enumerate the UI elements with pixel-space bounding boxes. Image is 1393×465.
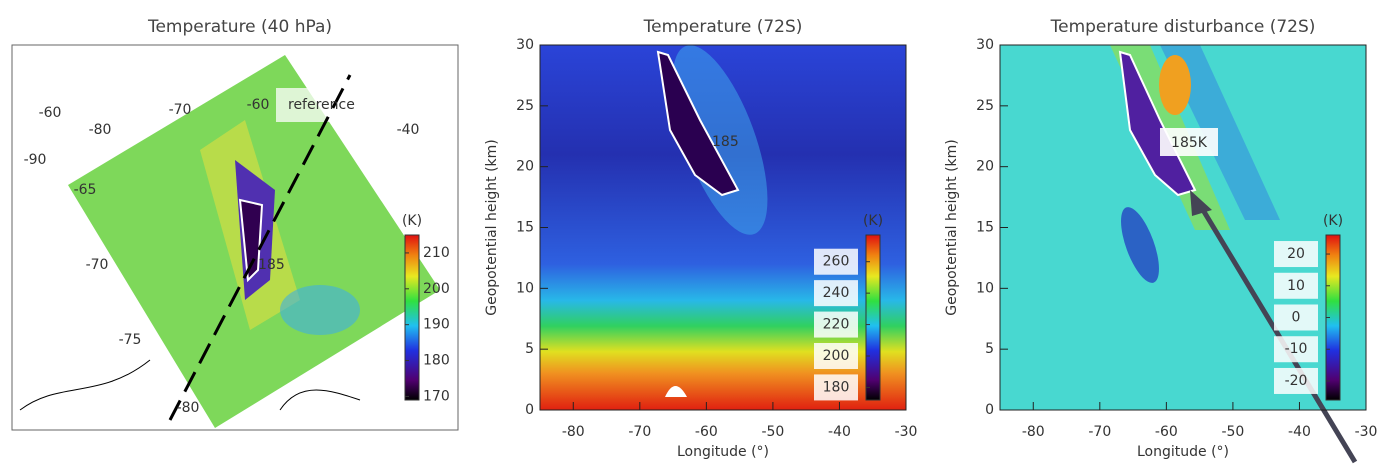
y-tick-label: 15 xyxy=(976,220,994,236)
label-box xyxy=(1274,304,1318,331)
colorbar-tick-label: 260 xyxy=(823,254,850,270)
label-box xyxy=(814,311,858,338)
latitude-label: -80 xyxy=(177,400,200,416)
x-axis-label: Longitude (°) xyxy=(677,444,769,460)
x-tick-label: -60 xyxy=(1155,424,1178,440)
colorbar-tick-label: 200 xyxy=(823,348,850,364)
coastline xyxy=(19,359,361,411)
longitude-label: -80 xyxy=(89,122,112,138)
y-tick-label: 5 xyxy=(525,341,534,357)
y-tick-label: 25 xyxy=(976,98,994,114)
field-streak xyxy=(672,45,768,235)
x-tick-label: -50 xyxy=(761,424,784,440)
colorbar-tick-label: 220 xyxy=(823,317,850,333)
x-tick-label: -30 xyxy=(895,424,918,440)
colorbar-tick-label: 170 xyxy=(423,388,450,404)
chart-title: Temperature disturbance (72S) xyxy=(1050,17,1316,37)
label-box xyxy=(1274,367,1318,394)
x-axis-label: Longitude (°) xyxy=(1137,444,1229,460)
y-axis-label: Geopotential height (km) xyxy=(944,139,960,316)
cold-contour xyxy=(1118,50,1197,197)
y-tick-label: 30 xyxy=(516,37,534,53)
colorbar-label: (K) xyxy=(1323,213,1343,229)
latitude-label: -75 xyxy=(119,332,142,348)
longitude-label: -40 xyxy=(397,122,420,138)
chart-title: Temperature (72S) xyxy=(643,17,803,37)
y-tick-label: 0 xyxy=(525,402,534,418)
contour-label: 185 xyxy=(712,134,739,150)
arrow xyxy=(1197,203,1358,464)
map-blob xyxy=(280,285,360,335)
colorbar-label: (K) xyxy=(863,213,883,229)
longitude-label: -70 xyxy=(169,102,192,118)
contour-label: 185 xyxy=(258,257,285,273)
label-box xyxy=(1274,241,1318,268)
x-tick-label: -70 xyxy=(628,424,651,440)
y-tick-label: 20 xyxy=(976,159,994,175)
x-tick-label: -70 xyxy=(1088,424,1111,440)
y-tick-label: 10 xyxy=(976,280,994,296)
chart-title: Temperature (40 hPa) xyxy=(147,17,332,37)
arrowhead xyxy=(1190,190,1212,216)
annotation-box xyxy=(276,88,374,122)
label-box xyxy=(1274,272,1318,299)
label-box xyxy=(1274,336,1318,363)
longitude-label: -60 xyxy=(39,105,62,121)
cold-contour xyxy=(656,50,740,197)
y-tick-label: 5 xyxy=(985,341,994,357)
latitude-label: -70 xyxy=(86,257,109,273)
colorbar xyxy=(404,234,420,401)
colorbar-tick-label: 10 xyxy=(1287,278,1305,294)
colorbar-tick-label: 180 xyxy=(823,379,850,395)
x-tick-label: -40 xyxy=(1288,424,1311,440)
colorbar-tick-label: 210 xyxy=(423,245,450,261)
colorbar-tick-label: 190 xyxy=(423,317,450,333)
x-tick-label: -60 xyxy=(695,424,718,440)
colorbar-tick-label: -10 xyxy=(1285,341,1308,357)
y-tick-label: 25 xyxy=(516,98,534,114)
annotation-box xyxy=(1160,128,1218,156)
colorbar-label: (K) xyxy=(402,213,422,229)
map-contour xyxy=(238,198,264,283)
annotation: 185K xyxy=(1171,135,1208,151)
colorbar-tick-label: 20 xyxy=(1287,246,1305,262)
colorbar-tick-label: 240 xyxy=(823,285,850,301)
colorbar-tick-label: 200 xyxy=(423,281,450,297)
longitude-label: -60 xyxy=(247,97,270,113)
y-axis-label: Geopotential height (km) xyxy=(484,139,500,316)
field-blob xyxy=(1121,207,1159,283)
label-box xyxy=(814,343,858,369)
reference-line xyxy=(168,74,352,421)
label-box xyxy=(814,280,858,307)
colorbar xyxy=(865,234,881,401)
x-tick-label: -30 xyxy=(1355,424,1378,440)
latitude-label: -65 xyxy=(74,182,97,198)
x-tick-label: -80 xyxy=(1022,424,1045,440)
warm-blob xyxy=(1159,55,1191,115)
x-tick-label: -40 xyxy=(828,424,851,440)
longitude-label: -90 xyxy=(24,152,47,168)
y-tick-label: 0 xyxy=(985,402,994,418)
label-box xyxy=(814,374,858,401)
colorbar-tick-label: -20 xyxy=(1285,373,1308,389)
y-tick-label: 20 xyxy=(516,159,534,175)
label-box xyxy=(814,248,858,275)
y-tick-label: 30 xyxy=(976,37,994,53)
terrain xyxy=(665,386,687,397)
annotation: reference xyxy=(288,97,355,113)
y-tick-label: 15 xyxy=(516,220,534,236)
colorbar-tick-label: 180 xyxy=(423,353,450,369)
y-tick-label: 10 xyxy=(516,280,534,296)
x-tick-label: -80 xyxy=(562,424,585,440)
colorbar-tick-label: 0 xyxy=(1292,310,1301,326)
x-tick-label: -50 xyxy=(1221,424,1244,440)
